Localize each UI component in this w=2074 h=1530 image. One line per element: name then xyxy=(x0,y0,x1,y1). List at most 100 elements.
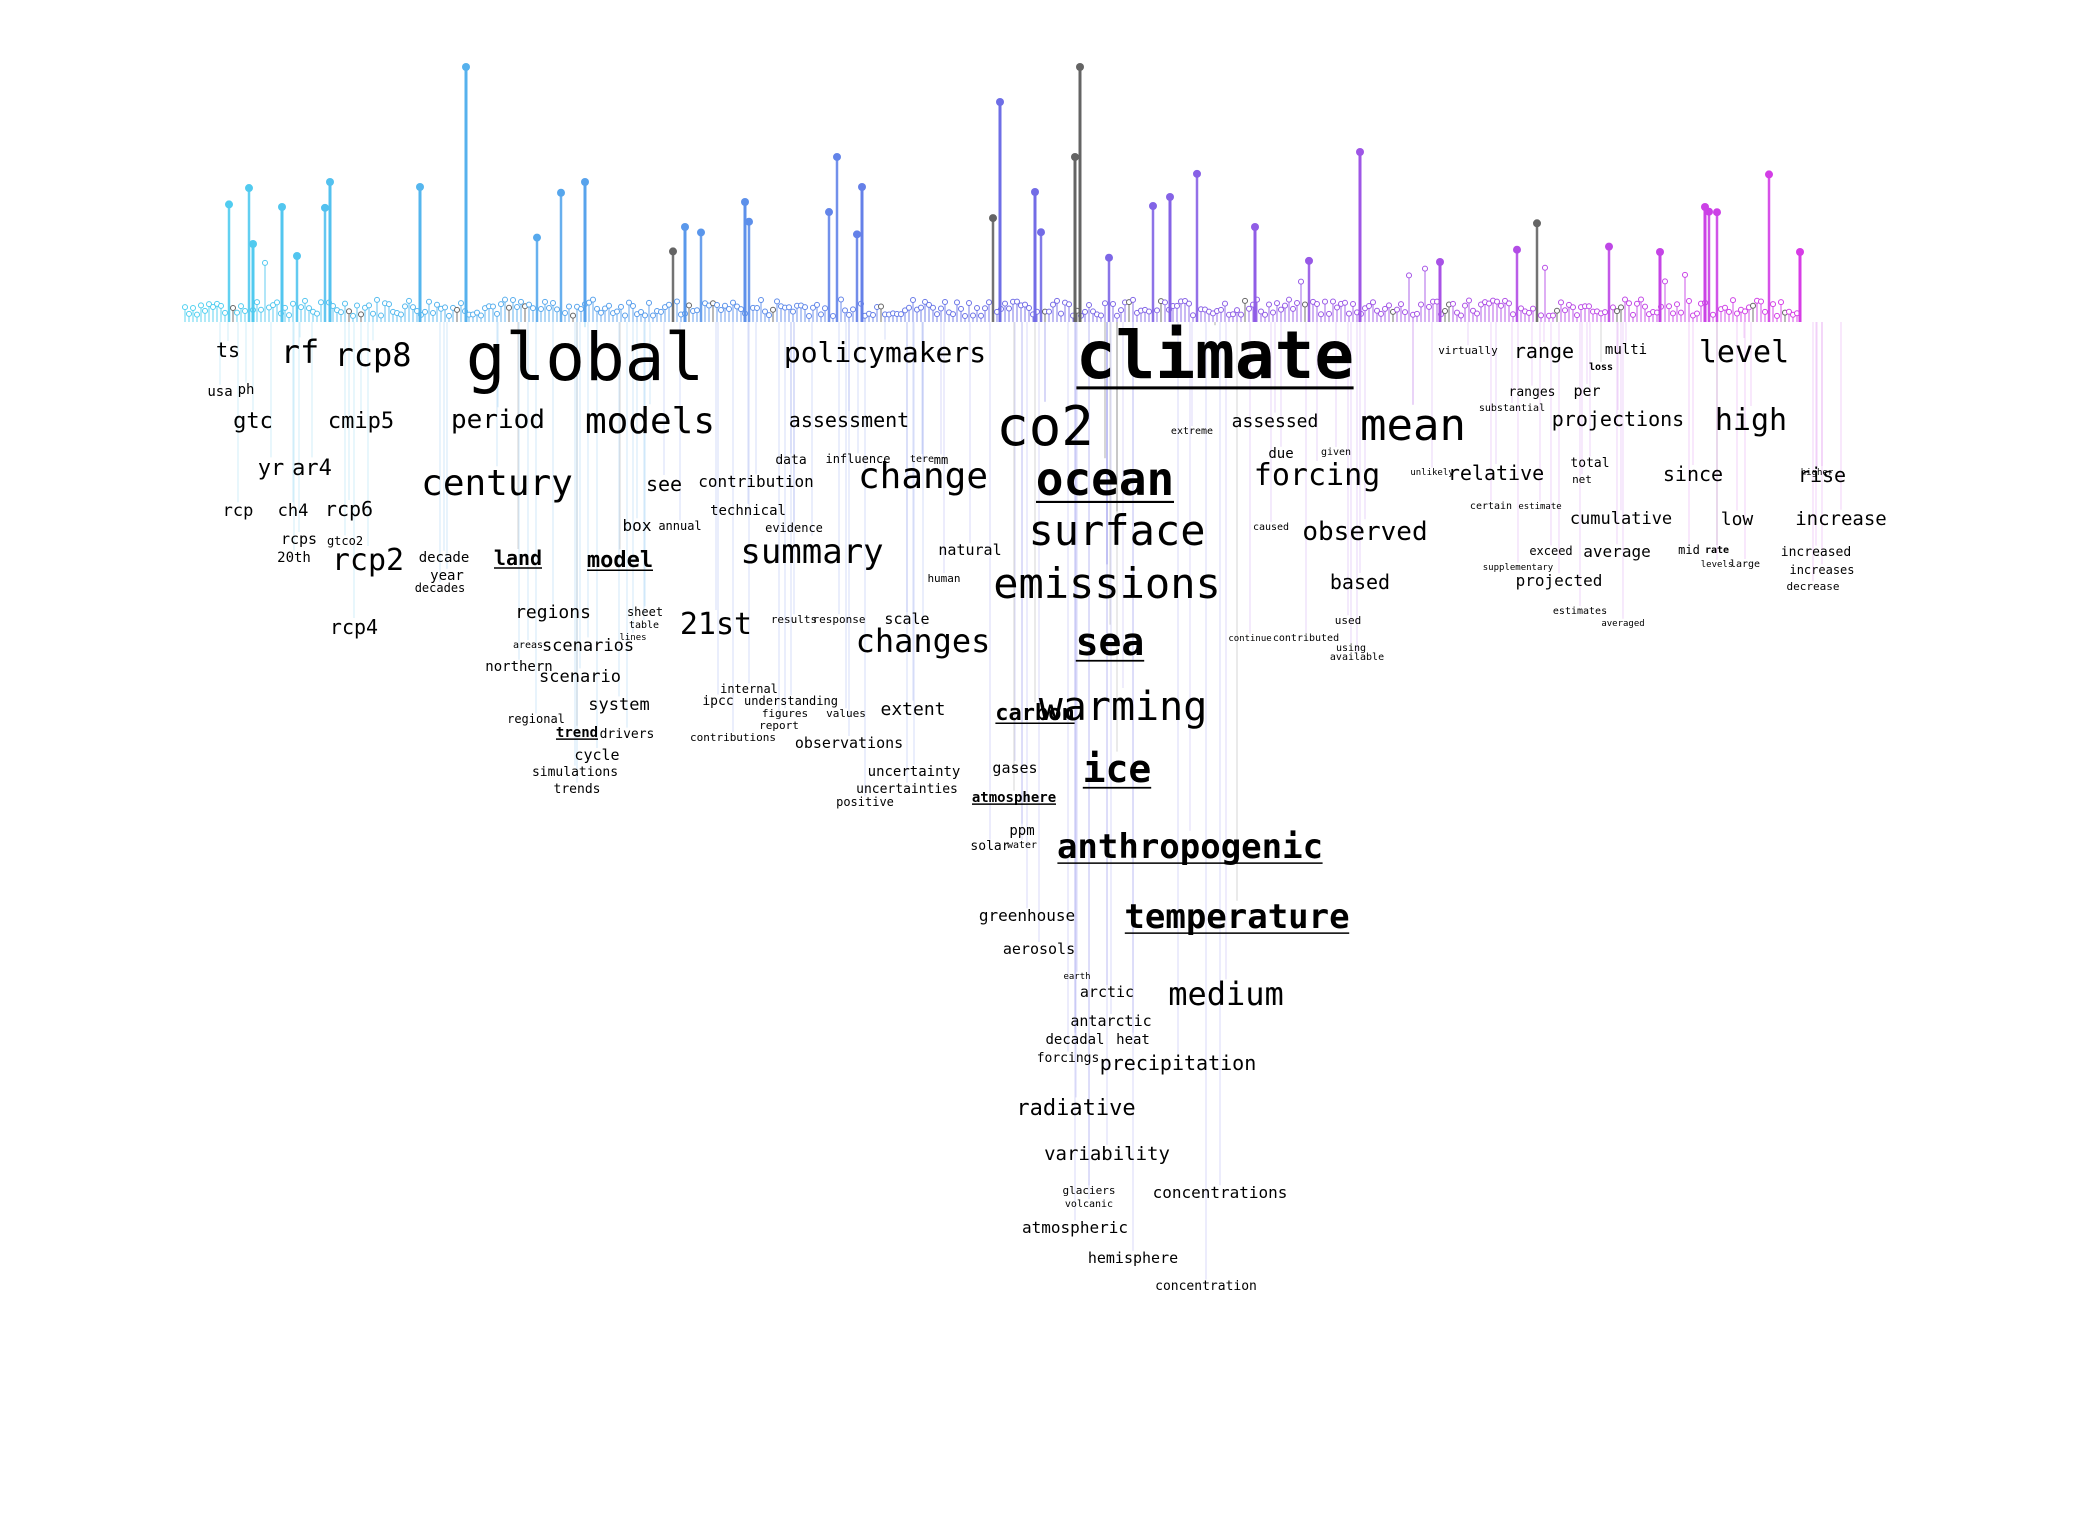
frequency-dot xyxy=(1513,245,1521,254)
frequency-dot xyxy=(1533,219,1541,228)
major-dot xyxy=(1076,63,1084,71)
frequency-dot xyxy=(542,298,548,305)
frequency-dot xyxy=(822,305,828,312)
word-label: concentration xyxy=(1155,1279,1257,1294)
frequency-dot xyxy=(638,308,644,315)
word-label: co2 xyxy=(996,395,1094,458)
word-label: model xyxy=(587,548,653,573)
frequency-dot xyxy=(1234,307,1240,314)
frequency-dot xyxy=(1230,311,1236,318)
word-label: regions xyxy=(515,602,591,623)
word-label: ch4 xyxy=(278,501,309,521)
frequency-dot xyxy=(1550,312,1556,319)
frequency-dot xyxy=(274,299,280,306)
frequency-dot xyxy=(1386,302,1392,309)
frequency-dot xyxy=(1342,299,1348,306)
word-label: due xyxy=(1268,446,1293,462)
major-dot xyxy=(996,98,1004,106)
word-label: change xyxy=(858,456,988,497)
frequency-dot xyxy=(1110,301,1116,308)
frequency-dot xyxy=(430,310,436,317)
word-label: models xyxy=(585,401,715,442)
frequency-dot xyxy=(1758,298,1764,305)
frequency-dot xyxy=(618,303,624,310)
frequency-dot xyxy=(1374,307,1380,314)
frequency-dot xyxy=(222,309,228,316)
word-label: rate xyxy=(1705,545,1729,556)
frequency-dot xyxy=(1530,305,1536,312)
word-label: mm xyxy=(934,453,948,467)
frequency-dot xyxy=(290,300,296,307)
frequency-dot xyxy=(918,304,924,311)
frequency-dot xyxy=(982,305,988,312)
word-label: precipitation xyxy=(1100,1051,1257,1075)
word-label: average xyxy=(1583,542,1650,561)
frequency-dot xyxy=(986,299,992,306)
word-label: ranges xyxy=(1509,385,1556,400)
major-dot xyxy=(1701,203,1709,211)
word-label: used xyxy=(1335,614,1362,627)
frequency-dot xyxy=(922,298,928,305)
frequency-dot xyxy=(1526,309,1532,316)
word-label: carbon xyxy=(995,701,1074,726)
word-label: continue xyxy=(1228,634,1271,644)
word-label: heat xyxy=(1116,1032,1150,1048)
frequency-dot xyxy=(598,309,604,316)
major-dot xyxy=(1166,193,1174,201)
frequency-dot xyxy=(434,301,440,308)
word-label: forcings xyxy=(1037,1051,1100,1066)
frequency-dot xyxy=(853,230,861,239)
frequency-dot xyxy=(646,299,652,306)
frequency-dot xyxy=(878,303,884,310)
frequency-dot xyxy=(506,304,512,311)
frequency-dot xyxy=(714,302,720,309)
word-label: year xyxy=(430,568,464,584)
word-label: rcp2 xyxy=(332,543,404,578)
frequency-dot xyxy=(557,188,565,197)
word-label: multi xyxy=(1605,342,1647,358)
frequency-dot xyxy=(314,310,320,317)
word-label: based xyxy=(1330,570,1390,594)
frequency-dot xyxy=(578,305,584,312)
major-dot xyxy=(1796,248,1804,256)
word-label: ipcc xyxy=(702,694,733,709)
word-label: system xyxy=(588,695,649,715)
frequency-dot xyxy=(225,200,233,209)
frequency-dot xyxy=(293,252,301,261)
frequency-dot xyxy=(1318,311,1324,318)
frequency-dot xyxy=(270,302,276,309)
frequency-dot xyxy=(726,305,732,312)
major-dot xyxy=(1031,188,1039,196)
word-label: figures xyxy=(762,707,808,720)
frequency-dot xyxy=(738,306,744,313)
frequency-dot xyxy=(346,308,352,315)
word-label: atmosphere xyxy=(972,790,1056,806)
frequency-dot xyxy=(426,298,432,305)
word-label: rcp xyxy=(223,501,254,521)
frequency-dot xyxy=(286,312,292,319)
word-label: decrease xyxy=(1787,580,1840,593)
frequency-dot xyxy=(1750,302,1756,309)
word-label: glaciers xyxy=(1063,1184,1116,1197)
frequency-dot xyxy=(1618,304,1624,311)
frequency-dot xyxy=(302,297,308,304)
frequency-dot xyxy=(930,304,936,311)
word-label: range xyxy=(1514,339,1574,363)
frequency-dot xyxy=(1722,304,1728,311)
frequency-dot xyxy=(1686,298,1692,305)
frequency-dot xyxy=(970,312,976,319)
frequency-dot xyxy=(206,301,212,308)
frequency-dot xyxy=(850,306,856,313)
frequency-dot xyxy=(1470,307,1476,314)
word-label: data xyxy=(775,453,806,468)
word-label: increases xyxy=(1789,563,1854,577)
frequency-dot xyxy=(1370,299,1376,306)
frequency-dot xyxy=(1066,301,1072,308)
frequency-dot xyxy=(350,312,356,319)
word-label: 21st xyxy=(680,607,752,642)
word-label: ph xyxy=(238,382,255,398)
frequency-dot xyxy=(825,208,833,217)
word-label: anthropogenic xyxy=(1057,827,1323,867)
